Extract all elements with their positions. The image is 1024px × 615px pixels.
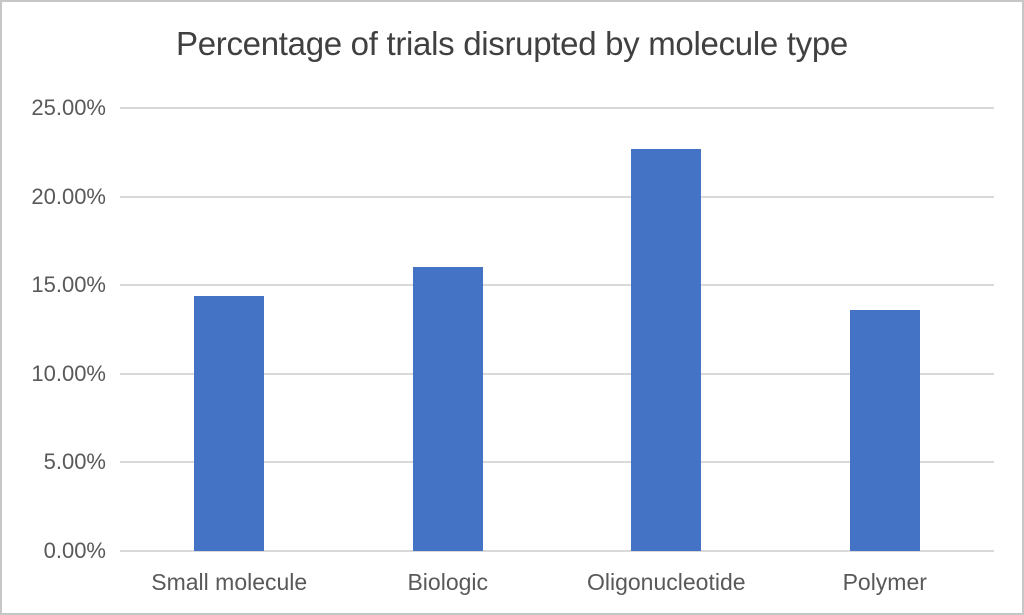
y-axis-tick-label: 20.00%	[31, 183, 106, 209]
gridline-20	[120, 195, 994, 198]
bar-small-molecule	[194, 295, 265, 551]
gridline-15	[120, 284, 994, 287]
gridline-0	[120, 550, 994, 552]
gridline-10	[120, 372, 994, 375]
bar-oligonucleotide	[631, 148, 702, 551]
bar-polymer	[849, 310, 920, 551]
gridline-5	[120, 461, 994, 464]
y-axis-tick-label: 15.00%	[31, 272, 106, 298]
x-axis-label-small-molecule: Small molecule	[151, 569, 308, 595]
chart-title: Percentage of trials disrupted by molecu…	[176, 25, 848, 62]
x-axis-label-biologic: Biologic	[407, 569, 489, 595]
plot-area	[120, 107, 994, 552]
y-axis-tick-label: 0.00%	[43, 538, 106, 563]
y-axis-tick-label: 5.00%	[43, 449, 106, 475]
y-axis-tick-label: 25.00%	[31, 95, 106, 120]
bar-biologic	[412, 267, 483, 551]
x-axis-label-oligonucleotide: Oligonucleotide	[586, 569, 746, 595]
gridline-25	[120, 107, 994, 109]
x-axis-label-polymer: Polymer	[842, 569, 927, 595]
y-axis-tick-label: 10.00%	[31, 360, 106, 386]
